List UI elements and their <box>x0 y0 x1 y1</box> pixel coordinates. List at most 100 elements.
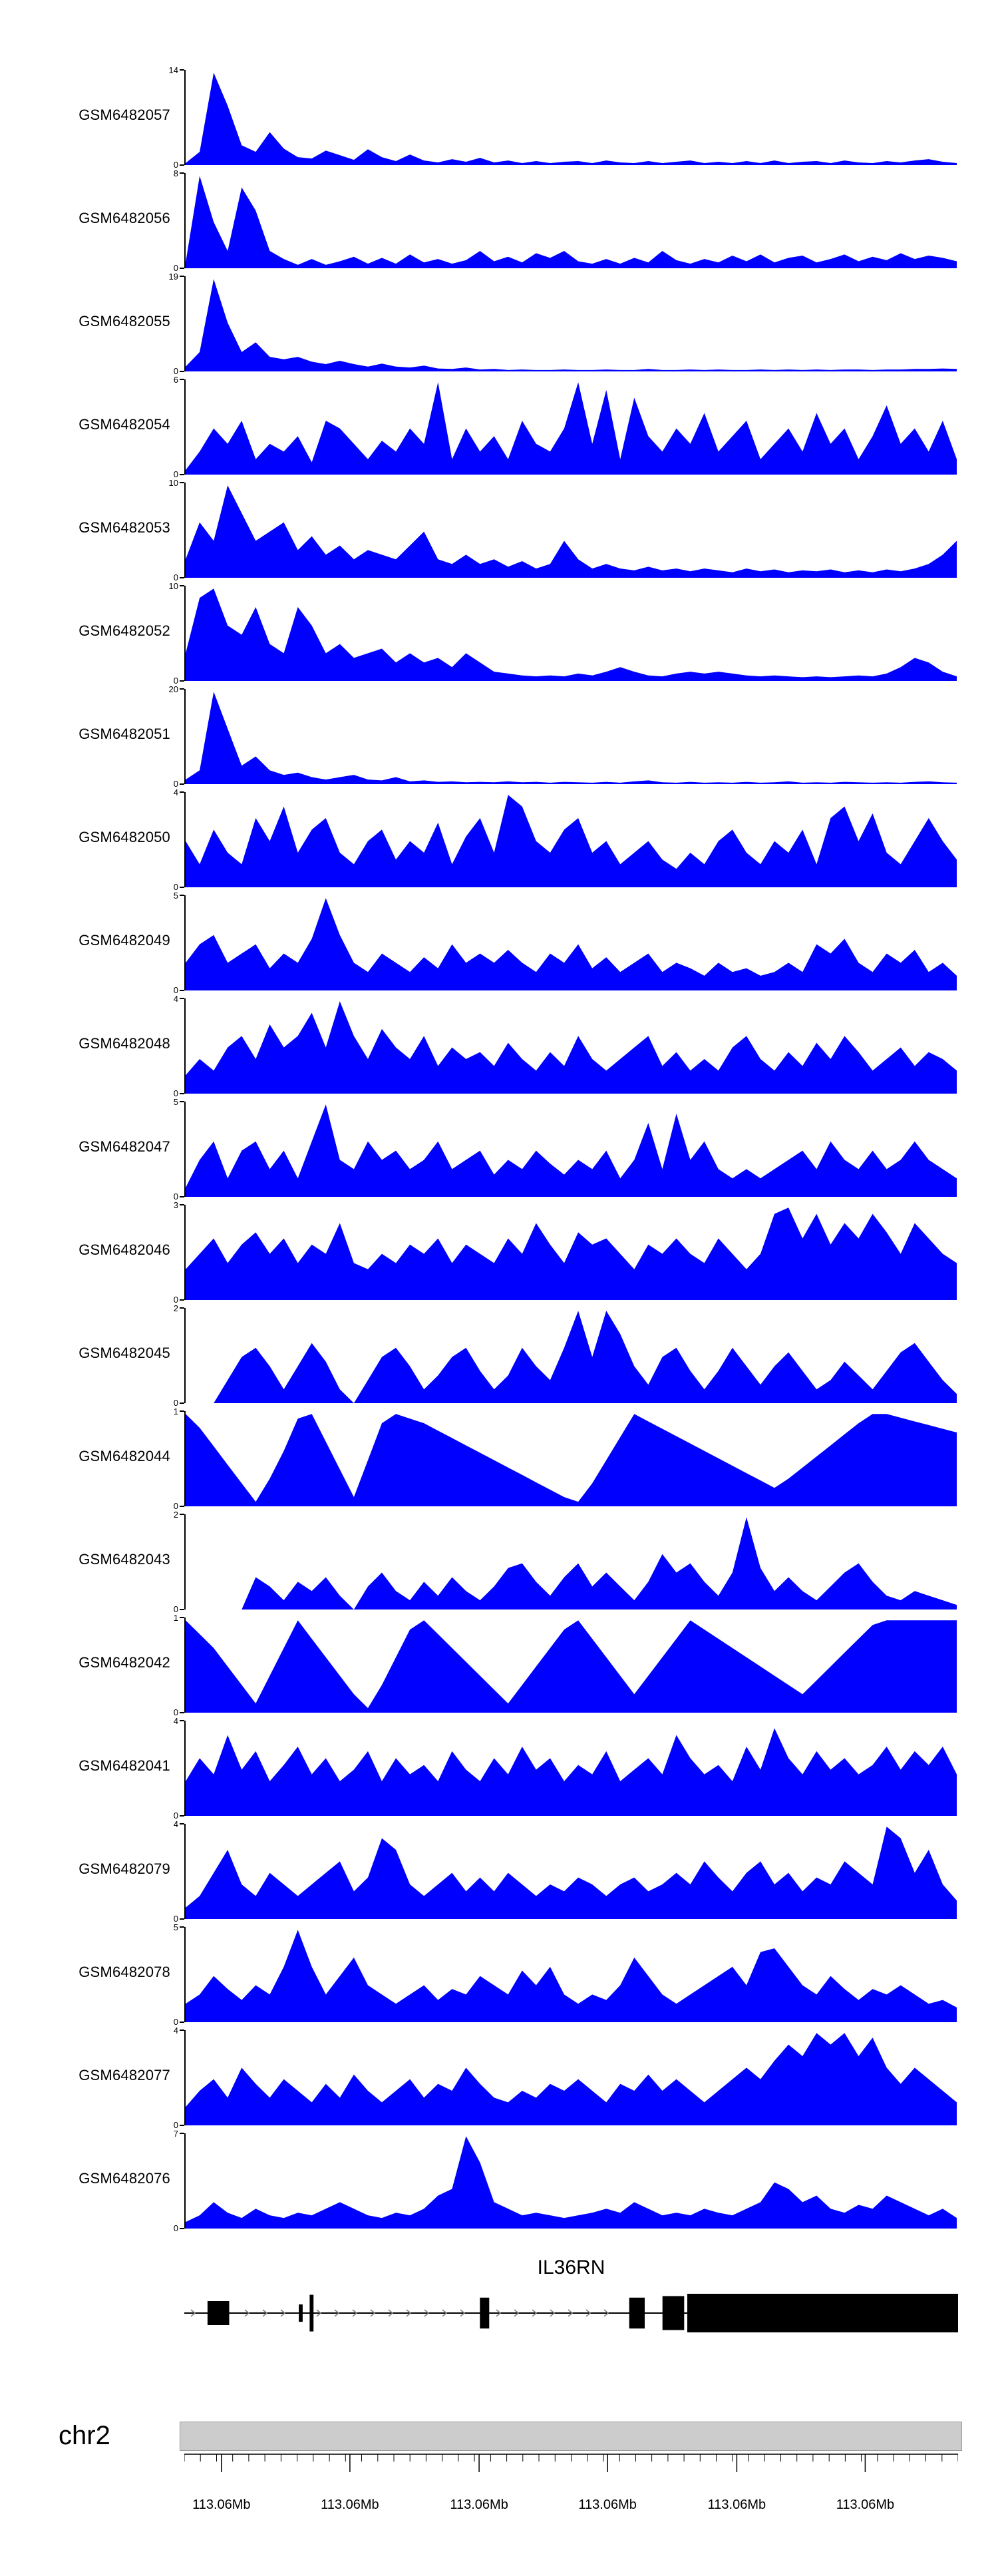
coverage-signal <box>186 795 957 887</box>
coverage-signal <box>186 2033 957 2125</box>
axis-zero-label: 0 <box>173 2120 178 2130</box>
coverage-track: GSM6482054 6 0 <box>0 373 998 479</box>
exon-box <box>207 2301 230 2325</box>
strand-arrow-icon <box>316 2309 322 2317</box>
axis-max-label: 6 <box>173 375 178 385</box>
axis-tick-bottom <box>180 2125 184 2126</box>
axis-tick-bottom <box>180 164 184 166</box>
axis-tick-top <box>180 1101 184 1102</box>
axis-tick-bottom <box>180 1196 184 1197</box>
axis-tick-bottom <box>180 887 184 888</box>
track-label: GSM6482044 <box>79 1447 170 1464</box>
track-label: GSM6482048 <box>79 1034 170 1052</box>
axis-tick-bottom <box>180 1402 184 1404</box>
track-label: GSM6482057 <box>79 106 170 123</box>
coverage-track: GSM6482048 4 0 <box>0 992 998 1098</box>
coverage-signal <box>186 279 957 371</box>
genomic-axis-ruler <box>184 2454 958 2472</box>
coverage-signal <box>186 898 957 990</box>
axis-tick-top <box>180 1307 184 1309</box>
strand-arrow-icon <box>406 2309 412 2317</box>
coverage-track: GSM6482045 2 0 <box>0 1301 998 1407</box>
strand-arrow-icon <box>280 2309 286 2317</box>
axis-zero-label: 0 <box>173 366 178 376</box>
coverage-tracks: GSM6482057 14 0 GSM6482056 8 0 GSM6482055 19 0 GS… <box>0 63 998 2233</box>
axis-zero-label: 0 <box>173 1088 178 1098</box>
coverage-plot: 14 0 <box>169 66 957 169</box>
strand-arrow-icon <box>262 2309 268 2317</box>
axis-tick-top <box>180 688 184 690</box>
axis-zero-label: 0 <box>173 2017 178 2027</box>
coverage-plot: 20 0 <box>169 685 957 788</box>
coverage-track: GSM6482042 1 0 <box>0 1611 998 1717</box>
coverage-signal <box>186 1207 957 1300</box>
coverage-track: GSM6482052 10 0 <box>0 579 998 685</box>
axis-zero-label: 0 <box>173 1501 178 1511</box>
track-label: GSM6482054 <box>79 415 170 433</box>
coverage-track: GSM6482079 4 0 <box>0 1817 998 1923</box>
axis-tick-top <box>180 1926 184 1928</box>
axis-tick-bottom <box>180 577 184 578</box>
coverage-plot: 10 0 <box>169 479 957 582</box>
axis-tick-top <box>180 2133 184 2134</box>
strand-arrow-icon <box>532 2309 538 2317</box>
strand-arrow-icon <box>550 2309 556 2317</box>
coverage-track: GSM6482056 8 0 <box>0 166 998 272</box>
track-label: GSM6482041 <box>79 1757 170 1774</box>
coverage-track: GSM6482044 1 0 <box>0 1404 998 1511</box>
strand-arrow-icon <box>244 2309 250 2317</box>
axis-max-label: 5 <box>173 1097 178 1107</box>
axis-max-label: 4 <box>173 1716 178 1726</box>
axis-zero-label: 0 <box>173 779 178 789</box>
axis-max-label: 4 <box>173 787 178 797</box>
axis-tick-bottom <box>180 1609 184 1610</box>
coverage-track: GSM6482057 14 0 <box>0 63 998 169</box>
track-label: GSM6482047 <box>79 1138 170 1155</box>
axis-tick-top <box>180 276 184 277</box>
axis-max-label: 10 <box>168 478 178 488</box>
axis-max-label: 1 <box>173 1406 178 1416</box>
coverage-signal <box>186 1930 957 2022</box>
axis-max-label: 2 <box>173 1510 178 1520</box>
coverage-track: GSM6482046 3 0 <box>0 1198 998 1304</box>
strand-arrow-icon <box>370 2309 376 2317</box>
axis-zero-label: 0 <box>173 1604 178 1614</box>
coverage-signal <box>186 1620 957 1713</box>
axis-tick-top <box>180 585 184 586</box>
coverage-signal <box>186 176 957 268</box>
axis-tick-bottom <box>180 1815 184 1817</box>
axis-max-label: 2 <box>173 1303 178 1313</box>
axis-tick-bottom <box>180 2228 184 2229</box>
axis-max-label: 4 <box>173 1819 178 1829</box>
track-label: GSM6482078 <box>79 1963 170 1980</box>
strand-arrow-icon <box>568 2309 574 2317</box>
axis-tick-top <box>180 482 184 483</box>
axis-tick-bottom <box>180 2022 184 2023</box>
exon-box <box>309 2294 314 2332</box>
coverage-signal <box>186 588 957 681</box>
axis-tick-top <box>180 1617 184 1618</box>
strand-arrow-icon <box>603 2309 609 2317</box>
axis-zero-label: 0 <box>173 572 178 582</box>
coverage-signal <box>186 485 957 578</box>
strand-arrow-icon <box>334 2309 340 2317</box>
axis-zero-label: 0 <box>173 1811 178 1821</box>
axis-tick-bottom <box>180 371 184 372</box>
exon-box <box>687 2294 958 2332</box>
exon-box <box>299 2304 303 2322</box>
axis-tick-top <box>180 379 184 380</box>
axis-tick-bottom <box>180 680 184 682</box>
axis-tick-top <box>180 1204 184 1205</box>
chromosome-label: chr2 <box>59 2421 110 2450</box>
axis-tick-top <box>180 69 184 71</box>
coverage-track: GSM6482041 4 0 <box>0 1714 998 1821</box>
axis-zero-label: 0 <box>173 1707 178 1717</box>
axis-max-label: 20 <box>168 684 178 694</box>
